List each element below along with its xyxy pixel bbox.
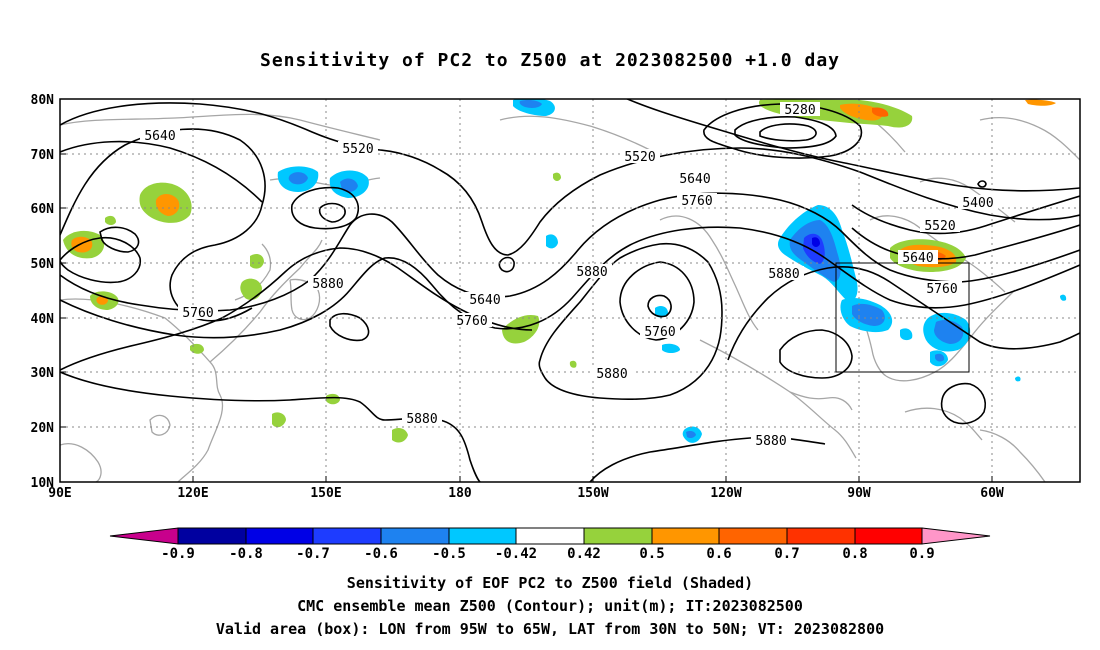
colorbar-label: -0.6 bbox=[364, 546, 398, 562]
colorbar-swatch bbox=[583, 527, 653, 545]
colorbar-label: -0.42 bbox=[495, 546, 537, 562]
contour-label: 5880 bbox=[596, 367, 627, 382]
caption-line-3: Valid area (box): LON from 95W to 65W, L… bbox=[215, 620, 885, 638]
contour-label: 5640 bbox=[469, 293, 500, 308]
contour-label: 5640 bbox=[902, 251, 933, 266]
lon-tick-label: 150E bbox=[310, 486, 341, 501]
colorbar-label: -0.9 bbox=[161, 546, 195, 562]
lon-tick-label: 120E bbox=[177, 486, 208, 501]
contour-label: 5880 bbox=[755, 434, 786, 449]
colorbar-swatch bbox=[312, 527, 382, 545]
colorbar-upper-triangle bbox=[921, 527, 991, 545]
colorbar-label: -0.7 bbox=[296, 546, 330, 562]
contour-label: 5880 bbox=[406, 412, 437, 427]
colorbar-labels: -0.9 -0.8 -0.7 -0.6 -0.5 -0.42 0.42 0.5 … bbox=[161, 546, 935, 562]
colorbar-label: 0.6 bbox=[706, 546, 731, 562]
colorbar-lower-triangle bbox=[109, 527, 179, 545]
contour-label: 5640 bbox=[144, 129, 175, 144]
axis-ticks bbox=[59, 98, 993, 483]
colorbar-label: 0.42 bbox=[567, 546, 601, 562]
colorbar-swatch bbox=[718, 527, 788, 545]
contour-label: 5640 bbox=[679, 172, 710, 187]
lon-tick-label: 180 bbox=[448, 486, 472, 501]
map-frame bbox=[59, 98, 1081, 483]
contour-label: 5760 bbox=[644, 325, 675, 340]
lon-tick-label: 150W bbox=[577, 486, 608, 501]
colorbar bbox=[109, 527, 991, 545]
gridlines bbox=[60, 99, 1080, 482]
colorbar-swatch bbox=[854, 527, 923, 545]
colorbar-label: 0.5 bbox=[639, 546, 664, 562]
colorbar-label: 0.7 bbox=[774, 546, 799, 562]
lat-tick-label: 80N bbox=[31, 93, 55, 108]
contour-label: 5880 bbox=[312, 277, 343, 292]
colorbar-label: 0.9 bbox=[909, 546, 934, 562]
colorbar-swatch bbox=[245, 527, 314, 545]
lon-tick-label: 90W bbox=[847, 486, 871, 501]
lat-tick-label: 60N bbox=[31, 202, 55, 217]
chart-title: Sensitivity of PC2 to Z500 at 2023082500… bbox=[259, 50, 840, 71]
caption-line-1: Sensitivity of EOF PC2 to Z500 field (Sh… bbox=[346, 574, 754, 592]
contour-label: 5280 bbox=[784, 103, 815, 118]
contour-label: 5760 bbox=[456, 314, 487, 329]
lat-tick-labels: 80N 70N 60N 50N 40N 30N 20N 10N bbox=[31, 93, 55, 491]
colorbar-swatch bbox=[448, 527, 517, 545]
colorbar-swatch bbox=[515, 527, 585, 545]
lat-tick-label: 10N bbox=[31, 476, 55, 491]
lon-tick-label: 60W bbox=[980, 486, 1004, 501]
lat-tick-label: 20N bbox=[31, 421, 55, 436]
lon-tick-label: 120W bbox=[710, 486, 741, 501]
lat-tick-label: 30N bbox=[31, 366, 55, 381]
colorbar-swatch bbox=[380, 527, 450, 545]
colorbar-swatch bbox=[786, 527, 856, 545]
contour-label: 5880 bbox=[576, 265, 607, 280]
contour-label: 5520 bbox=[624, 150, 655, 165]
contour-label: 5760 bbox=[681, 194, 712, 209]
contour-label: 5760 bbox=[926, 282, 957, 297]
colorbar-label: -0.5 bbox=[432, 546, 466, 562]
contour-label: 5760 bbox=[182, 306, 213, 321]
contour-label: 5400 bbox=[962, 196, 993, 211]
contour-label: 5520 bbox=[342, 142, 373, 157]
colorbar-label: -0.8 bbox=[229, 546, 263, 562]
contour-label: 5880 bbox=[768, 267, 799, 282]
lat-tick-label: 40N bbox=[31, 312, 55, 327]
colorbar-swatch bbox=[177, 527, 247, 545]
lat-tick-label: 50N bbox=[31, 257, 55, 272]
caption-line-2: CMC ensemble mean Z500 (Contour); unit(m… bbox=[297, 597, 803, 615]
contour-labels: 5640 5520 5280 5520 5640 5760 5400 5520 … bbox=[140, 102, 998, 449]
colorbar-label: 0.8 bbox=[842, 546, 867, 562]
lat-tick-label: 70N bbox=[31, 148, 55, 163]
lon-tick-label: 90E bbox=[48, 486, 71, 501]
contour-label: 5520 bbox=[924, 219, 955, 234]
lon-tick-labels: 90E 120E 150E 180 150W 120W 90W 60W bbox=[48, 486, 1004, 501]
colorbar-swatch bbox=[651, 527, 720, 545]
